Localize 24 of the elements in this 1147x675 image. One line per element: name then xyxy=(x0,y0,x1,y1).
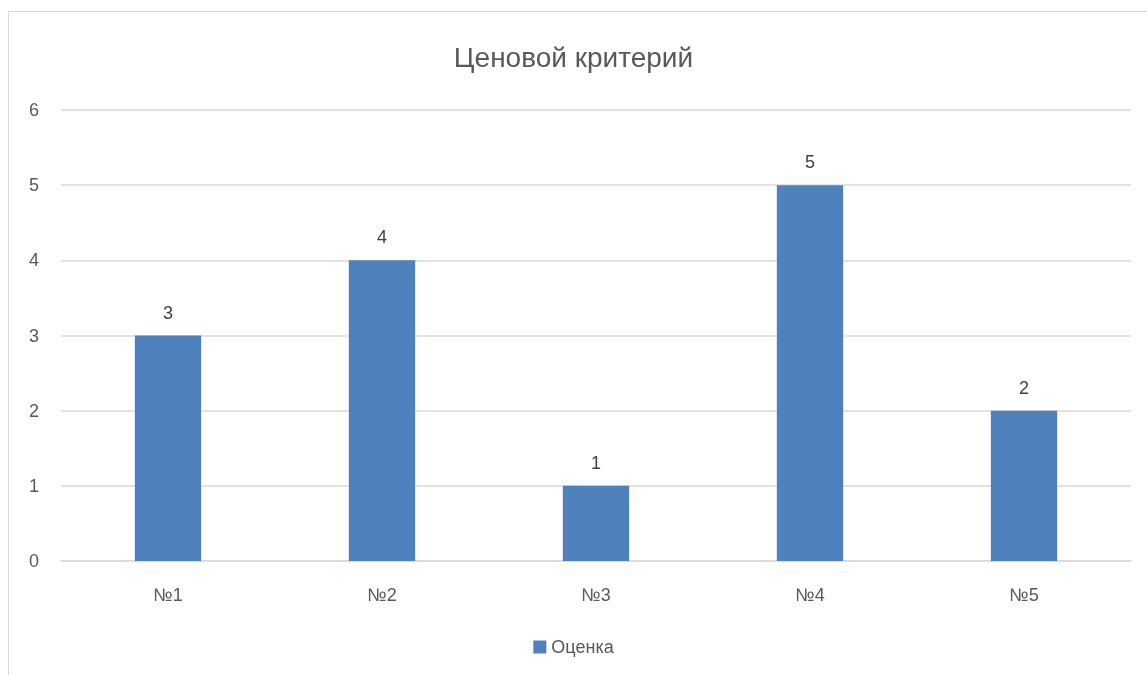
bar xyxy=(348,260,416,561)
y-tick-label: 1 xyxy=(28,475,39,496)
legend-label: Оценка xyxy=(551,637,615,657)
y-tick-label: 4 xyxy=(28,250,39,271)
data-label: 5 xyxy=(804,152,816,173)
chart-title: Ценовой критерий xyxy=(453,41,694,73)
x-tick-label: №3 xyxy=(581,585,611,605)
y-tick-label: 0 xyxy=(28,551,39,571)
x-tick-label: №1 xyxy=(153,585,183,605)
data-label: 4 xyxy=(376,227,388,248)
data-label: 3 xyxy=(162,302,174,323)
y-tick-label: 2 xyxy=(28,400,39,421)
bar xyxy=(134,335,202,561)
x-tick-label: №4 xyxy=(795,585,825,605)
y-tick-label: 6 xyxy=(28,100,39,120)
x-tick-label: №5 xyxy=(1009,585,1039,605)
bar xyxy=(562,485,630,561)
y-tick-label: 3 xyxy=(28,325,39,346)
x-tick-label: №2 xyxy=(367,585,397,605)
bar xyxy=(776,185,844,561)
data-label: 2 xyxy=(1018,377,1030,398)
y-tick-label: 5 xyxy=(28,175,39,196)
data-label: 1 xyxy=(590,452,602,473)
bar xyxy=(990,410,1058,561)
